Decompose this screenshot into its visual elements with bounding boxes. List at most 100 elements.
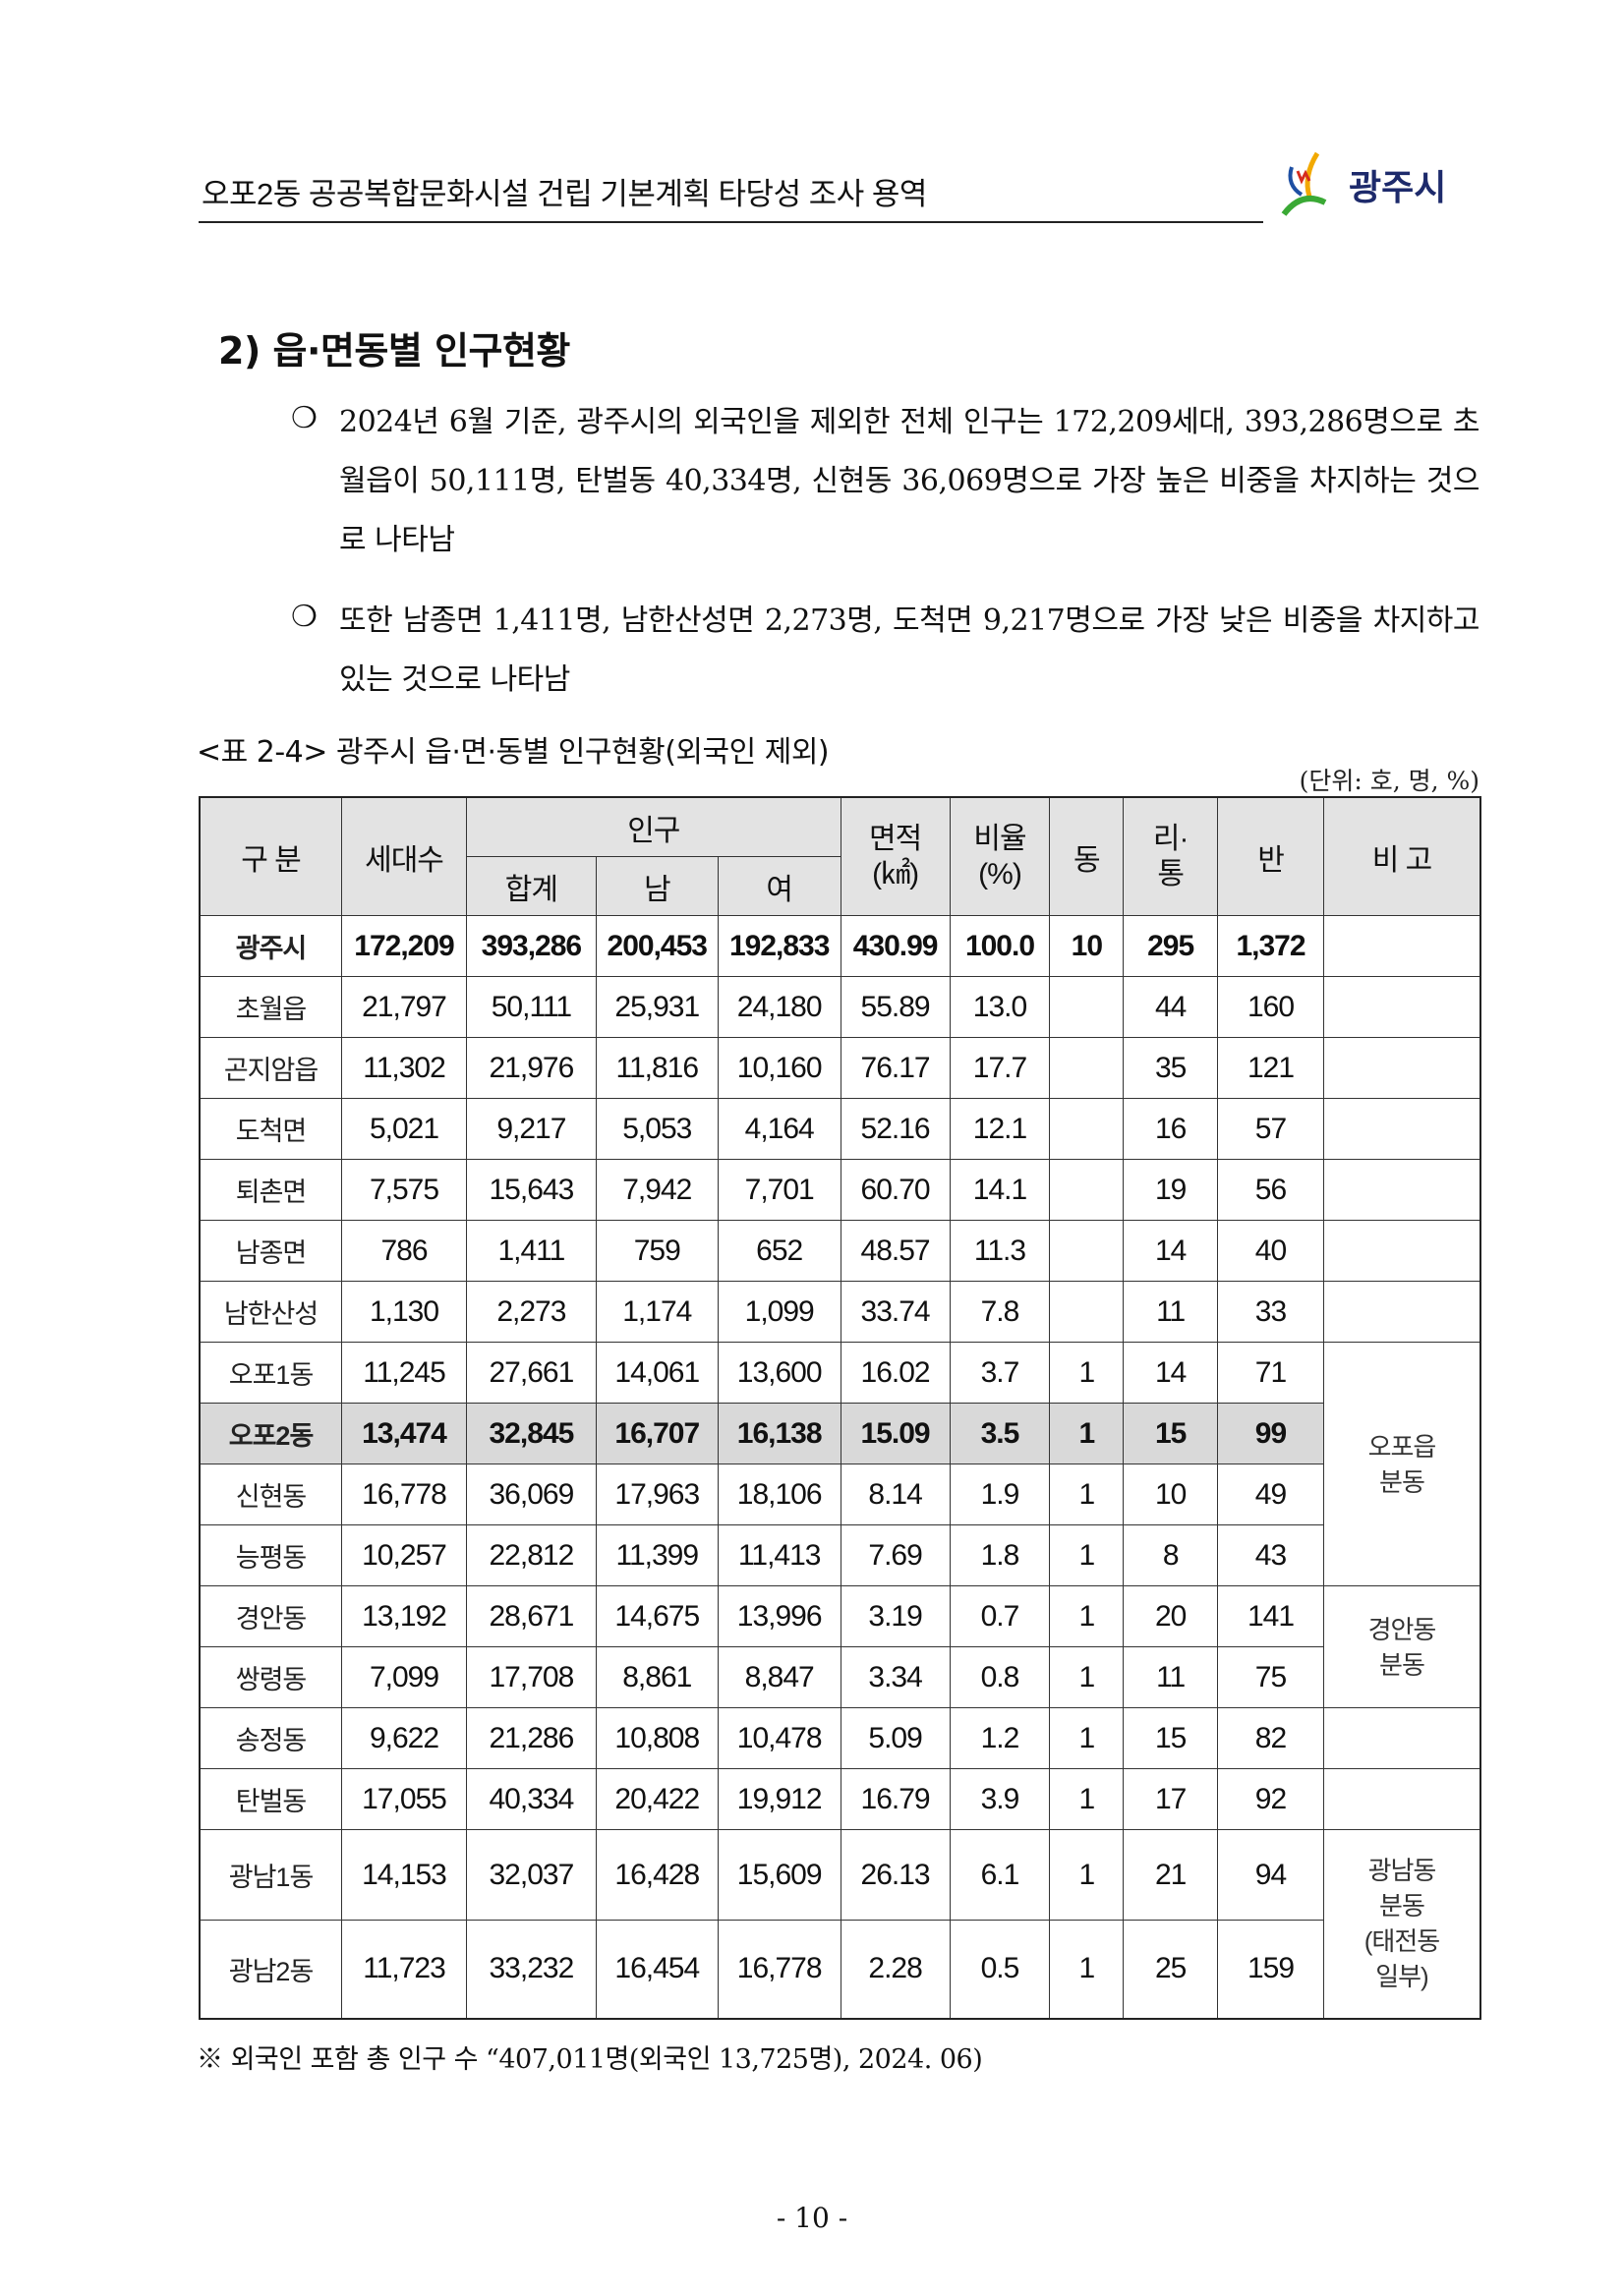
cell-dong: 1 xyxy=(1049,1768,1125,1830)
table-row: 오포1동 11,245 27,661 14,061 13,600 16.02 3.7 1 14 7… xyxy=(199,1342,1481,1586)
cell-ratio: 14.1 xyxy=(949,1159,1051,1221)
table-row: 초월읍 21,797 50,111 25,931 24,180 55.89 13.0 44 16… xyxy=(199,976,1481,1038)
cell-dong: 1 xyxy=(1049,1707,1125,1769)
bullet-icon: ❍ xyxy=(291,401,318,435)
cell-name: 퇴촌면 xyxy=(199,1159,343,1221)
cell-dong: 10 xyxy=(1049,915,1125,977)
cell-households: 7,099 xyxy=(341,1646,467,1708)
header-division: 구 분 xyxy=(199,796,343,916)
section-heading: 2) 읍·면동별 인구현황 xyxy=(218,329,570,373)
cell-ratio: 1.9 xyxy=(949,1464,1051,1525)
header-dong: 동 xyxy=(1049,796,1125,916)
cell-remark xyxy=(1322,915,1481,977)
cell-ri-tong: 21 xyxy=(1123,1829,1219,1921)
header-ban: 반 xyxy=(1217,796,1324,916)
cell-female: 13,600 xyxy=(717,1342,841,1404)
cell-dong: 1 xyxy=(1049,1524,1125,1586)
cell-male: 17,963 xyxy=(595,1464,719,1525)
cell-female: 15,609 xyxy=(717,1829,841,1921)
cell-ratio: 3.7 xyxy=(949,1342,1051,1404)
cell-name: 신현동 xyxy=(199,1464,343,1525)
cell-total: 9,217 xyxy=(465,1098,597,1160)
cell-remark: 경안동 분동 xyxy=(1322,1585,1481,1708)
cell-ban: 160 xyxy=(1217,976,1324,1038)
header-area: 면적 (㎢) xyxy=(840,796,951,916)
cell-name: 오포2동 xyxy=(199,1403,343,1464)
cell-area: 16.02 xyxy=(840,1342,951,1404)
cell-ratio: 0.7 xyxy=(949,1585,1051,1647)
cell-total: 393,286 xyxy=(465,915,597,977)
cell-households: 13,192 xyxy=(341,1585,467,1647)
cell-dong xyxy=(1049,1037,1125,1099)
cell-households: 14,153 xyxy=(341,1829,467,1921)
cell-area: 2.28 xyxy=(840,1920,951,2019)
cell-name: 쌍령동 xyxy=(199,1646,343,1708)
table-row: 신현동 16,778 36,069 17,963 18,106 8.14 1.9 1 10 49 xyxy=(199,1464,1480,1525)
table-row: 쌍령동 7,099 17,708 8,861 8,847 3.34 0.8 1 11 75 xyxy=(199,1646,1480,1708)
cell-dong xyxy=(1049,1098,1125,1160)
cell-male: 1,174 xyxy=(595,1281,719,1343)
cell-ban: 92 xyxy=(1217,1768,1324,1830)
cell-name: 남종면 xyxy=(199,1220,343,1282)
cell-total: 27,661 xyxy=(465,1342,597,1404)
cell-households: 9,622 xyxy=(341,1707,467,1769)
cell-female: 19,912 xyxy=(717,1768,841,1830)
cell-male: 14,061 xyxy=(595,1342,719,1404)
cell-ri-tong: 20 xyxy=(1123,1585,1219,1647)
cell-area: 15.09 xyxy=(840,1403,951,1464)
cell-ri-tong: 19 xyxy=(1123,1159,1219,1221)
cell-total: 2,273 xyxy=(465,1281,597,1343)
cell-area: 430.99 xyxy=(840,915,951,977)
table-row: 송정동 9,622 21,286 10,808 10,478 5.09 1.2 1 15 82 xyxy=(199,1707,1481,1769)
cell-ratio: 12.1 xyxy=(949,1098,1051,1160)
cell-ri-tong: 8 xyxy=(1123,1524,1219,1586)
cell-ban: 141 xyxy=(1217,1585,1324,1647)
header-divider xyxy=(199,221,1263,223)
cell-ri-tong: 11 xyxy=(1123,1281,1219,1343)
cell-households: 16,778 xyxy=(341,1464,467,1525)
table-body: 광주시 172,209 393,286 200,453 192,833 430.99 100… xyxy=(199,915,1481,2019)
logo-text: 광주시 xyxy=(1349,167,1447,207)
cell-dong xyxy=(1049,1281,1125,1343)
table-row: 광남1동 14,153 32,037 16,428 15,609 26.13 6.1 1 21 9… xyxy=(199,1829,1481,2019)
cell-ratio: 1.8 xyxy=(949,1524,1051,1586)
paragraph-1: 2024년 6월 기준, 광주시의 외국인을 제외한 전체 인구는 172,20… xyxy=(339,405,1480,557)
cell-name: 도척면 xyxy=(199,1098,343,1160)
cell-ratio: 0.5 xyxy=(949,1920,1051,2019)
cell-male: 25,931 xyxy=(595,976,719,1038)
cell-male: 16,707 xyxy=(595,1403,719,1464)
cell-ri-tong: 10 xyxy=(1123,1464,1219,1525)
cell-households: 172,209 xyxy=(341,915,467,977)
cell-total: 22,812 xyxy=(465,1524,597,1586)
cell-households: 1,130 xyxy=(341,1281,467,1343)
table-row: 탄벌동 17,055 40,334 20,422 19,912 16.79 3.9 1 17 92 xyxy=(199,1768,1481,1830)
cell-male: 11,399 xyxy=(595,1524,719,1586)
cell-male: 759 xyxy=(595,1220,719,1282)
cell-remark xyxy=(1322,1220,1481,1282)
header-ri-tong: 리· 통 xyxy=(1123,796,1219,916)
cell-female: 10,160 xyxy=(717,1037,841,1099)
cell-male: 8,861 xyxy=(595,1646,719,1708)
cell-female: 18,106 xyxy=(717,1464,841,1525)
cell-name: 광남2동 xyxy=(199,1920,343,2019)
table-row: 광주시 172,209 393,286 200,453 192,833 430.99 100… xyxy=(199,915,1481,977)
cell-name: 남한산성 xyxy=(199,1281,343,1343)
cell-dong: 1 xyxy=(1049,1829,1125,1921)
table-row: 능평동 10,257 22,812 11,399 11,413 7.69 1.8 1 8 43 xyxy=(199,1524,1480,1586)
cell-total: 50,111 xyxy=(465,976,597,1038)
header-households: 세대수 xyxy=(341,796,467,916)
cell-area: 48.57 xyxy=(840,1220,951,1282)
cell-female: 4,164 xyxy=(717,1098,841,1160)
cell-households: 7,575 xyxy=(341,1159,467,1221)
cell-total: 21,286 xyxy=(465,1707,597,1769)
cell-ri-tong: 15 xyxy=(1123,1403,1219,1464)
table-row: 경안동 13,192 28,671 14,675 13,996 3.19 0.7 1 20 141… xyxy=(199,1585,1481,1708)
cell-dong: 1 xyxy=(1049,1646,1125,1708)
table-unit: (단위: 호, 명, %) xyxy=(1299,767,1479,795)
cell-remark xyxy=(1322,1098,1481,1160)
cell-households: 17,055 xyxy=(341,1768,467,1830)
bullet-icon: ❍ xyxy=(291,600,318,634)
header-population: 인구 xyxy=(465,796,841,857)
cell-male: 14,675 xyxy=(595,1585,719,1647)
cell-remark xyxy=(1322,1768,1481,1830)
